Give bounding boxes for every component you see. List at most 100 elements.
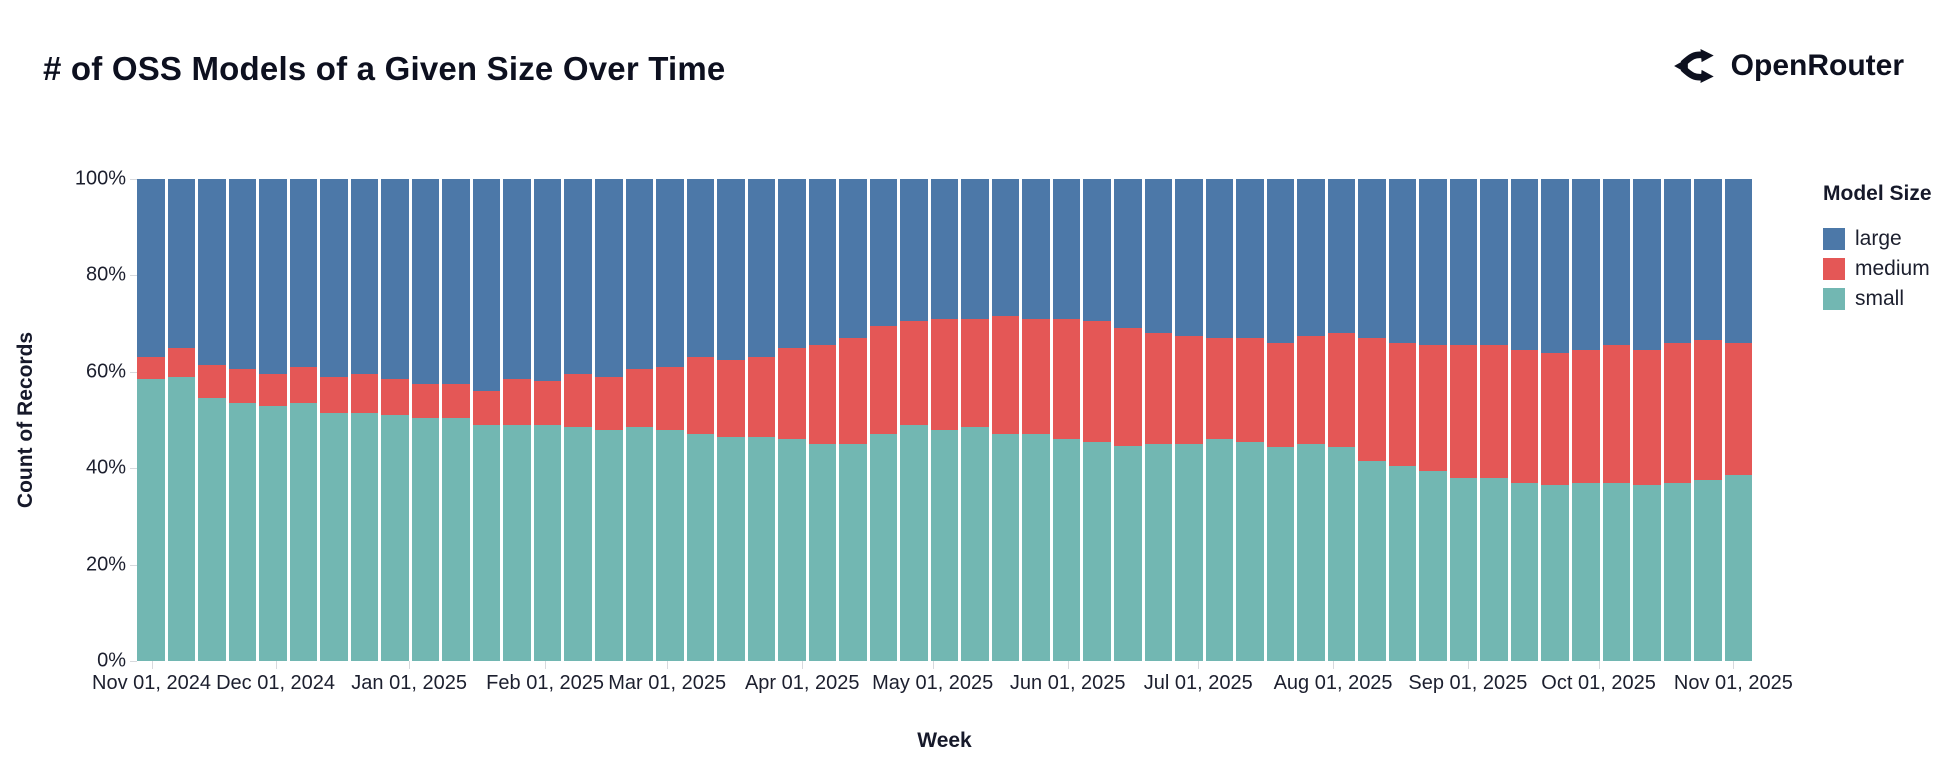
bar-segment-small[interactable] xyxy=(1144,444,1173,661)
bar-segment-medium[interactable] xyxy=(533,381,562,425)
bar-week[interactable] xyxy=(1052,179,1081,661)
bar-segment-small[interactable] xyxy=(442,417,470,661)
bar-segment-large[interactable] xyxy=(961,179,989,319)
bar-segment-medium[interactable] xyxy=(1114,328,1142,447)
bar-segment-large[interactable] xyxy=(1633,179,1661,351)
bar-week[interactable] xyxy=(564,179,592,661)
bar-segment-large[interactable] xyxy=(198,179,226,365)
bar-segment-large[interactable] xyxy=(442,179,470,384)
bar-segment-small[interactable] xyxy=(381,415,409,661)
bar-segment-small[interactable] xyxy=(717,436,745,661)
bar-segment-small[interactable] xyxy=(1022,434,1050,661)
bar-week[interactable] xyxy=(411,179,440,661)
bar-segment-small[interactable] xyxy=(411,417,440,661)
bar-segment-medium[interactable] xyxy=(991,316,1020,435)
bar-week[interactable] xyxy=(869,179,898,661)
bar-segment-small[interactable] xyxy=(1266,446,1295,661)
bar-week[interactable] xyxy=(167,179,196,661)
bar-week[interactable] xyxy=(900,179,928,661)
bar-segment-small[interactable] xyxy=(625,427,654,661)
bar-week[interactable] xyxy=(1724,179,1753,661)
bar-segment-large[interactable] xyxy=(472,179,501,392)
bar-segment-large[interactable] xyxy=(1358,179,1386,339)
bar-week[interactable] xyxy=(1144,179,1173,661)
bar-segment-large[interactable] xyxy=(1449,179,1478,346)
bar-segment-small[interactable] xyxy=(869,434,898,661)
bar-segment-medium[interactable] xyxy=(1633,350,1661,486)
bar-segment-medium[interactable] xyxy=(1724,342,1753,476)
bar-segment-large[interactable] xyxy=(1144,179,1173,334)
bar-segment-large[interactable] xyxy=(686,179,715,358)
bar-segment-small[interactable] xyxy=(1205,439,1234,661)
bar-segment-large[interactable] xyxy=(1022,179,1050,319)
bar-segment-large[interactable] xyxy=(656,179,684,367)
bar-week[interactable] xyxy=(656,179,684,661)
bar-segment-small[interactable] xyxy=(686,434,715,661)
bar-segment-large[interactable] xyxy=(900,179,928,322)
bar-week[interactable] xyxy=(1694,179,1722,661)
bar-segment-large[interactable] xyxy=(228,179,257,370)
bar-week[interactable] xyxy=(1449,179,1478,661)
bar-segment-medium[interactable] xyxy=(1358,338,1386,461)
bar-segment-medium[interactable] xyxy=(747,357,776,437)
bar-segment-medium[interactable] xyxy=(1694,340,1722,481)
bar-segment-medium[interactable] xyxy=(320,376,348,413)
bar-segment-large[interactable] xyxy=(350,179,379,375)
bar-segment-large[interactable] xyxy=(747,179,776,358)
bar-segment-medium[interactable] xyxy=(594,376,623,430)
bar-segment-medium[interactable] xyxy=(808,345,837,445)
bar-segment-large[interactable] xyxy=(594,179,623,377)
bar-segment-small[interactable] xyxy=(930,429,959,661)
bar-segment-small[interactable] xyxy=(1083,441,1111,661)
bar-segment-large[interactable] xyxy=(1266,179,1295,343)
bar-segment-medium[interactable] xyxy=(472,391,501,425)
bar-segment-large[interactable] xyxy=(564,179,592,375)
bar-week[interactable] xyxy=(1571,179,1600,661)
bar-segment-medium[interactable] xyxy=(1083,321,1111,442)
bar-segment-small[interactable] xyxy=(900,424,928,661)
bar-week[interactable] xyxy=(1633,179,1661,661)
bar-segment-small[interactable] xyxy=(228,403,257,661)
bar-segment-small[interactable] xyxy=(1449,477,1478,661)
bar-segment-medium[interactable] xyxy=(1419,345,1447,471)
bar-segment-medium[interactable] xyxy=(167,347,196,377)
bar-segment-small[interactable] xyxy=(778,439,806,661)
bar-segment-medium[interactable] xyxy=(778,347,806,440)
bar-segment-medium[interactable] xyxy=(564,374,592,428)
bar-segment-large[interactable] xyxy=(503,179,531,380)
bar-segment-small[interactable] xyxy=(137,379,165,661)
bar-segment-large[interactable] xyxy=(1327,179,1356,334)
bar-segment-small[interactable] xyxy=(991,434,1020,661)
bar-segment-large[interactable] xyxy=(137,179,165,358)
bar-segment-medium[interactable] xyxy=(503,379,531,425)
bar-week[interactable] xyxy=(1388,179,1417,661)
bar-segment-small[interactable] xyxy=(1541,485,1569,661)
bar-segment-large[interactable] xyxy=(1083,179,1111,322)
bar-segment-large[interactable] xyxy=(1205,179,1234,339)
bar-segment-medium[interactable] xyxy=(686,357,715,435)
bar-week[interactable] xyxy=(1175,179,1203,661)
bar-segment-small[interactable] xyxy=(1175,444,1203,661)
bar-segment-small[interactable] xyxy=(320,412,348,661)
bar-week[interactable] xyxy=(1022,179,1050,661)
bar-week[interactable] xyxy=(350,179,379,661)
bar-week[interactable] xyxy=(1602,179,1631,661)
bar-week[interactable] xyxy=(1663,179,1692,661)
bar-segment-small[interactable] xyxy=(1663,482,1692,661)
bar-segment-small[interactable] xyxy=(747,436,776,661)
bar-segment-small[interactable] xyxy=(961,427,989,661)
bar-week[interactable] xyxy=(991,179,1020,661)
bar-week[interactable] xyxy=(1419,179,1447,661)
bar-segment-large[interactable] xyxy=(839,179,867,339)
bar-segment-small[interactable] xyxy=(1419,470,1447,661)
bar-segment-small[interactable] xyxy=(1571,482,1600,661)
bar-week[interactable] xyxy=(1114,179,1142,661)
bar-segment-large[interactable] xyxy=(1510,179,1539,351)
bar-week[interactable] xyxy=(625,179,654,661)
bar-segment-large[interactable] xyxy=(1297,179,1325,336)
bar-segment-large[interactable] xyxy=(381,179,409,380)
bar-segment-large[interactable] xyxy=(1724,179,1753,343)
bar-segment-medium[interactable] xyxy=(1175,335,1203,445)
bar-week[interactable] xyxy=(961,179,989,661)
bar-segment-medium[interactable] xyxy=(411,383,440,418)
